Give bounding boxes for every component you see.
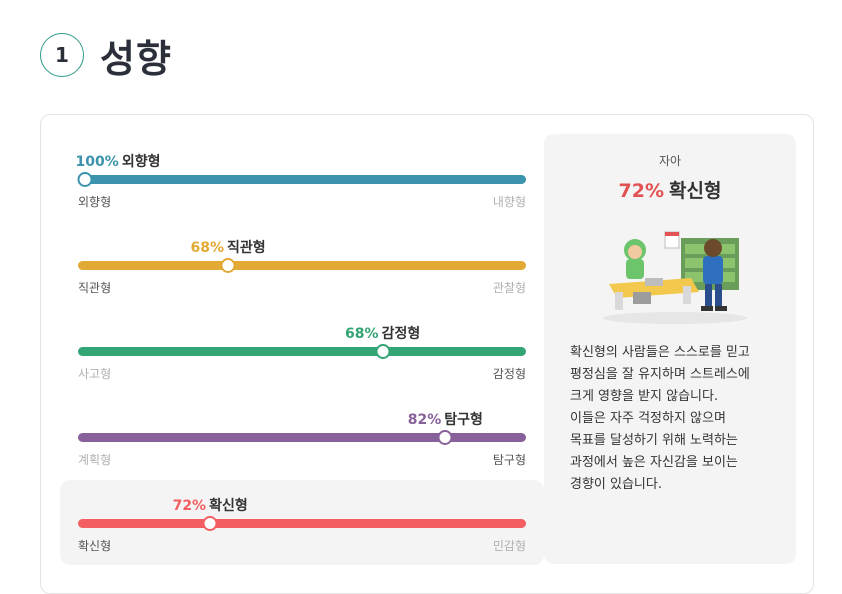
trait-name: 확신형 [209,498,248,514]
section-number-badge: 1 [40,33,84,77]
trait-left-pole: 외향형 [78,195,112,209]
section-header: 1 성향 [40,30,172,81]
trait-result-label: 68% 직관형 [191,237,266,257]
trait-result-label: 82% 탐구형 [408,409,483,429]
trait-name: 감정형 [381,326,421,342]
trait-left-pole: 확신형 [78,539,112,553]
trait-right-pole: 감정형 [492,367,526,381]
trait-left-pole: 계획형 [78,453,112,467]
trait-result-label: 100% 외향형 [76,151,161,171]
trait-row-5: 72% 확신형 확신형 민감형 [78,495,526,565]
trait-row-4: 82% 탐구형 계획형 탐구형 [78,409,526,479]
trait-row-3: 68% 감정형 사고형 감정형 [78,323,526,393]
trait-left-pole: 직관형 [78,281,112,295]
trait-percent: 72% [172,498,207,514]
trait-detail-percent: 72% [618,180,665,202]
trait-bar [78,347,526,356]
trait-left-pole: 사고형 [78,367,112,381]
trait-bar [78,175,526,184]
trait-marker [77,172,93,187]
trait-marker [437,430,453,445]
trait-description: 확신형의 사람들은 스스로를 믿고 평정심을 잘 유지하며 스트레스에 크게 영… [570,345,750,492]
trait-marker [375,344,391,359]
trait-percent: 82% [407,412,442,428]
trait-right-pole: 탐구형 [492,453,526,467]
trait-percent: 100% [75,154,119,170]
trait-detail-title: 72% 확신형 [544,176,796,203]
page-title: 성향 [100,36,172,81]
trait-detail-type: 확신형 [669,180,722,202]
trait-category: 자아 [658,154,682,168]
trait-row-2: 68% 직관형 직관형 관찰형 [78,237,526,307]
trait-result-label: 68% 감정형 [345,323,420,343]
trait-name: 탐구형 [444,412,483,428]
trait-bar [78,519,526,528]
trait-percent: 68% [190,240,225,256]
trait-marker [220,258,236,273]
trait-name: 외향형 [121,154,161,170]
trait-row-1: 100% 외향형 외향형 내향형 [76,151,526,221]
trait-percent: 68% [345,326,379,342]
trait-right-pole: 내향형 [492,195,526,209]
confident-people-illustration [595,226,755,326]
trait-right-pole: 관찰형 [492,281,526,295]
trait-bar [78,433,526,442]
trait-bar [78,261,526,270]
trait-name: 직관형 [227,240,266,256]
trait-result-label: 72% 확신형 [173,495,248,515]
trait-right-pole: 민감형 [492,539,526,553]
trait-marker [202,516,218,531]
trait-detail-panel: 자아 72% 확신형 [544,134,796,564]
traits-card: 100% 외향형 외향형 내향형 68% 직관형 직관형 관찰형 68% 감정형 사고형 감정형 82%… [40,114,814,594]
